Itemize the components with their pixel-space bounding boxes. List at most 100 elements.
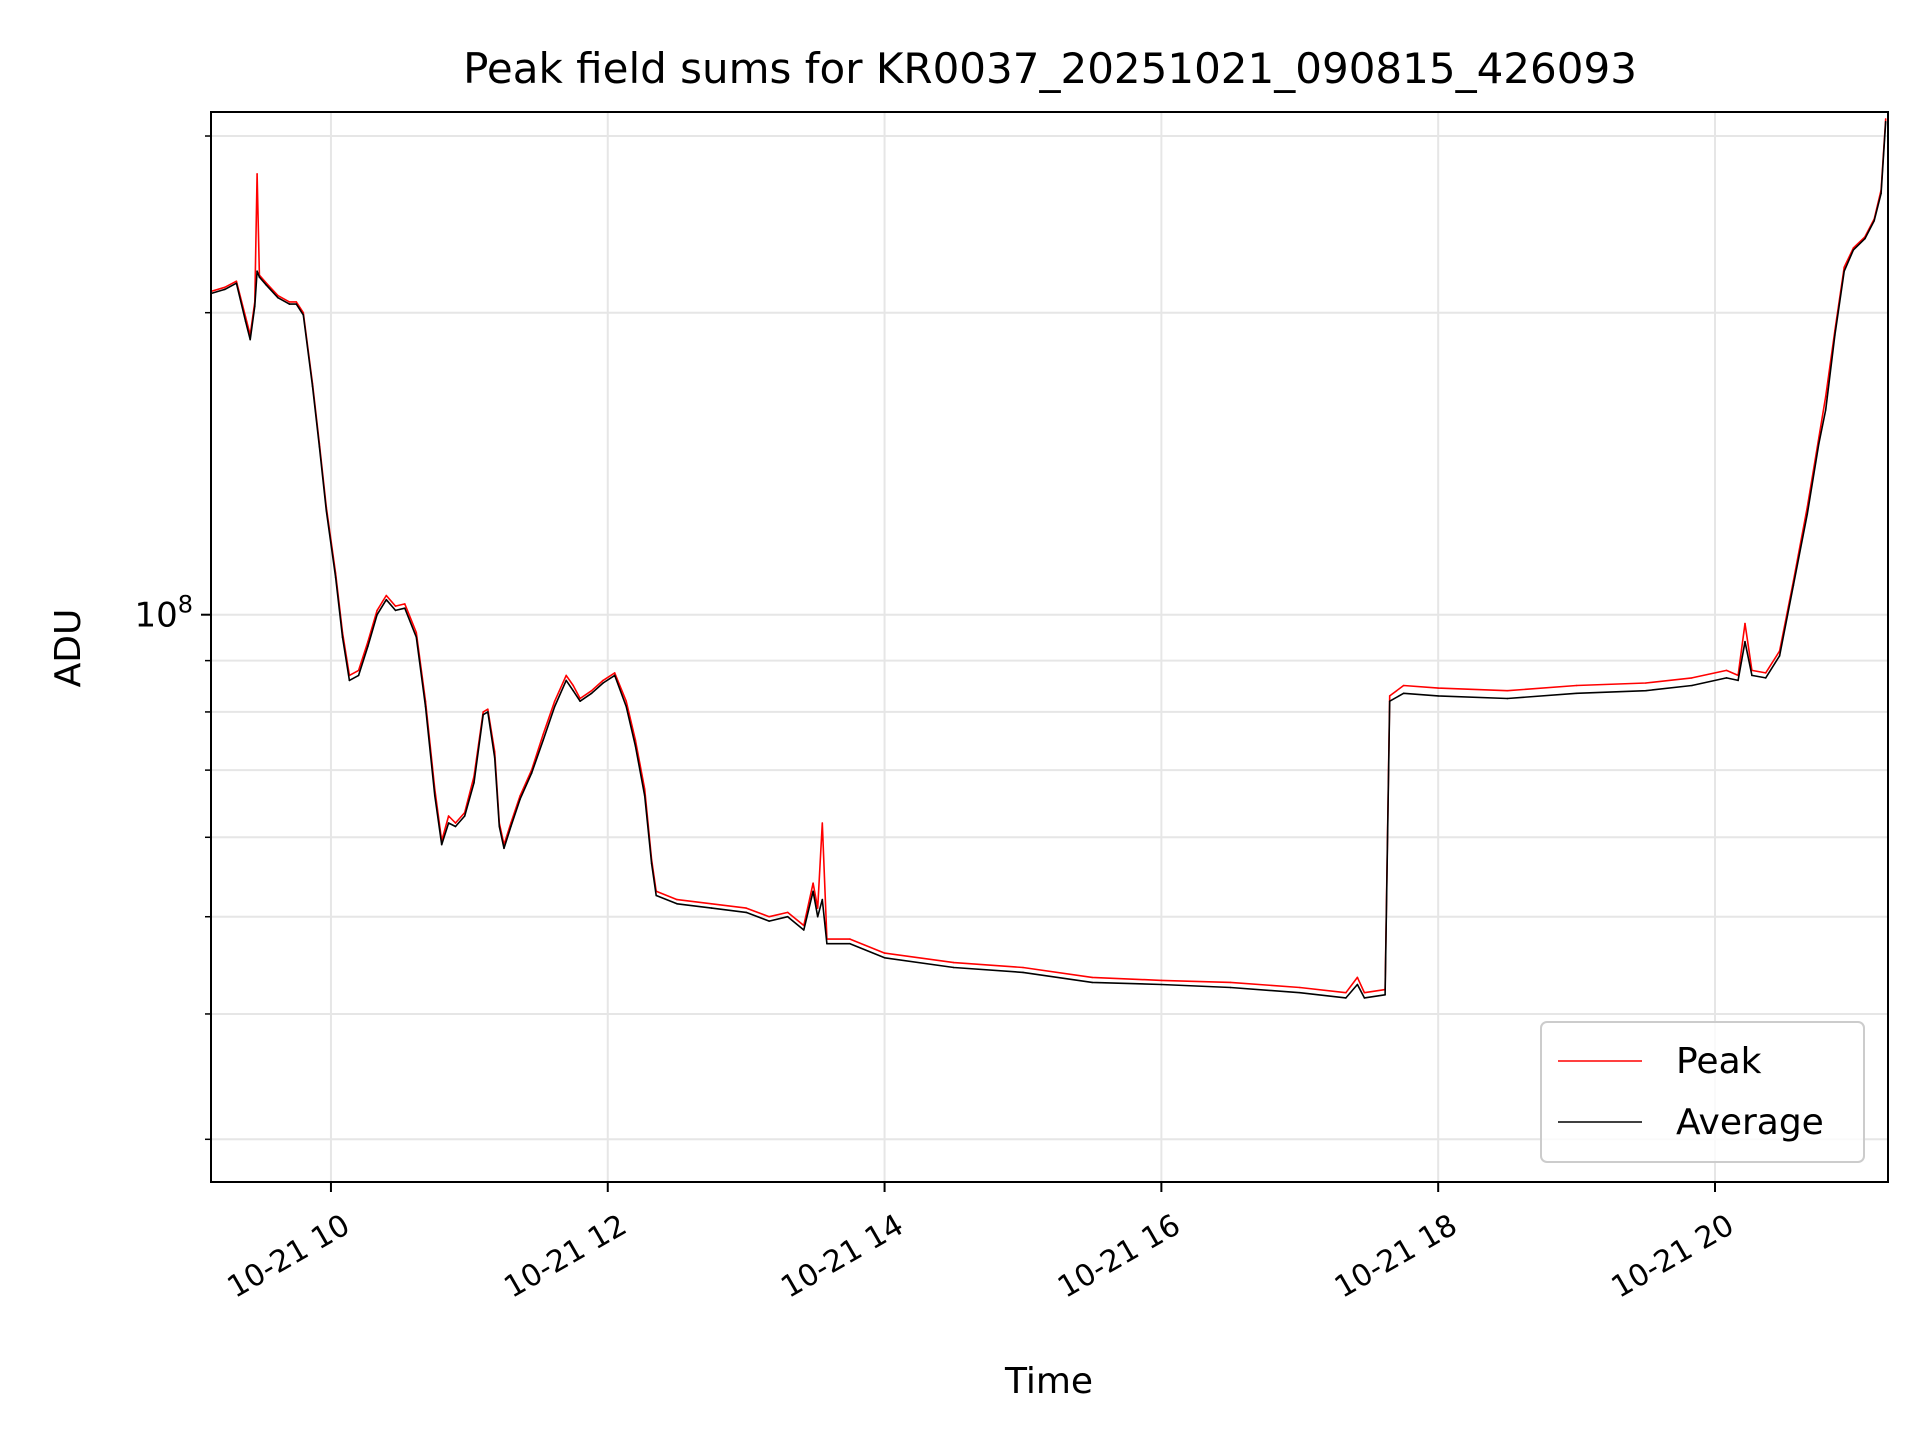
series-point-average — [1091, 981, 1093, 984]
series-point-average — [530, 772, 533, 774]
series-point-peak — [786, 911, 789, 914]
series-point-average — [1884, 120, 1887, 123]
legend-box — [1540, 1021, 1865, 1163]
series-point-average — [487, 711, 489, 713]
series-point-average — [1864, 237, 1866, 240]
series-point-peak — [235, 280, 238, 283]
series-point-average — [1744, 640, 1746, 643]
series-point-average — [498, 825, 501, 828]
series-point-average — [565, 679, 567, 682]
series-point-average — [1299, 991, 1301, 994]
series-point-average — [473, 782, 475, 784]
series-point-average — [394, 609, 397, 612]
series-point-peak — [821, 822, 824, 824]
chart-title: Peak field sums for KR0037_20251021_0908… — [463, 44, 1637, 93]
series-point-average — [249, 338, 251, 341]
series-point-peak — [613, 672, 616, 674]
series-point-peak — [953, 961, 955, 964]
series-point-peak — [812, 882, 814, 884]
series-point-peak — [768, 915, 770, 918]
series-point-average — [348, 679, 351, 682]
series-point-average — [710, 907, 713, 909]
series-point-average — [1737, 679, 1739, 682]
series-point-average — [434, 795, 436, 797]
series-point-peak — [295, 301, 298, 303]
series-point-peak — [1824, 395, 1827, 398]
series-point-average — [1806, 513, 1809, 515]
series-point-average — [768, 920, 770, 922]
series-point-peak — [1022, 966, 1024, 969]
series-point-average — [1645, 689, 1647, 692]
series-point-average — [1402, 692, 1405, 695]
series-point-average — [1764, 677, 1767, 679]
series-point-peak — [487, 708, 489, 710]
series-point-peak — [385, 594, 388, 597]
series-point-average — [1229, 986, 1232, 989]
series-point-peak — [849, 938, 851, 940]
series-point-peak — [602, 679, 604, 682]
legend-peak-label: Peak — [1676, 1041, 1762, 1082]
legend-average-label: Average — [1676, 1102, 1824, 1143]
series-point-average — [357, 674, 360, 677]
y-tick-label: 108 — [134, 591, 193, 636]
series-point-average — [288, 303, 291, 305]
series-line-average — [210, 121, 1887, 999]
series-point-average — [1356, 983, 1359, 986]
series-point-average — [849, 942, 851, 945]
series-point-peak — [1299, 986, 1301, 989]
series-point-peak — [710, 903, 713, 905]
y-axis-label: ADU — [48, 609, 89, 688]
series-point-peak — [816, 907, 819, 909]
series-point-average — [440, 843, 443, 846]
series-point-average — [542, 739, 544, 741]
series-point-average — [463, 815, 466, 817]
series-point-average — [883, 957, 886, 959]
series-point-average — [376, 613, 378, 616]
series-point-average — [1852, 249, 1855, 251]
series-point-peak — [224, 286, 226, 289]
series-point-average — [454, 825, 457, 828]
series-point-average — [482, 713, 485, 716]
series-point-peak — [1764, 672, 1767, 674]
series-point-average — [1437, 695, 1439, 697]
series-point-average — [244, 320, 247, 323]
series-point-average — [1022, 971, 1024, 974]
series-point-peak — [579, 697, 581, 700]
series-point-average — [786, 915, 789, 918]
series-point-peak — [1356, 976, 1359, 979]
series-point-average — [643, 795, 646, 797]
series-point-average — [1818, 443, 1820, 445]
series-point-peak — [676, 898, 678, 901]
series-point-average — [1880, 192, 1882, 195]
series-point-peak — [1160, 979, 1163, 982]
series-point-peak — [572, 684, 574, 687]
series-point-average — [519, 798, 521, 800]
series-point-average — [318, 446, 321, 448]
legend: Peak Average — [1540, 1021, 1865, 1163]
series-point-average — [447, 822, 450, 824]
series-point-average — [1345, 997, 1347, 999]
series-point-average — [1751, 674, 1753, 677]
series-point-average — [311, 385, 314, 387]
series-point-average — [634, 745, 637, 747]
series-point-peak — [1229, 981, 1232, 984]
series-point-average — [424, 705, 427, 708]
series-point-average — [325, 509, 328, 512]
series-point-peak — [542, 733, 544, 736]
series-point-average — [277, 296, 279, 299]
series-point-peak — [376, 609, 378, 612]
series-point-peak — [454, 822, 457, 824]
series-point-peak — [883, 952, 886, 954]
series-point-peak — [404, 603, 406, 605]
series-point-average — [650, 862, 653, 865]
series-point-average — [602, 682, 604, 684]
series-point-average — [503, 847, 505, 850]
series-point-average — [590, 692, 593, 695]
series-point-average — [553, 705, 556, 708]
series-point-average — [1824, 409, 1827, 411]
series-point-peak — [1744, 622, 1746, 625]
series-point-average — [254, 305, 256, 308]
series-point-peak — [288, 301, 291, 303]
series-point-average — [826, 942, 828, 945]
